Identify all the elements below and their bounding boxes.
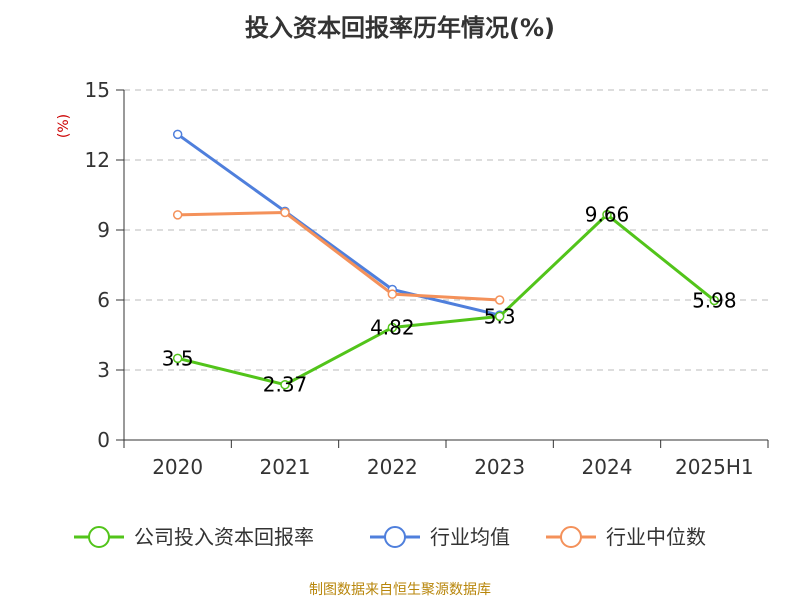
- data-label: 3.5: [162, 346, 194, 370]
- x-tick-label: 2025H1: [675, 455, 754, 479]
- y-tick-label: 3: [97, 358, 110, 382]
- data-point: [172, 353, 183, 364]
- series-lines: [172, 129, 720, 390]
- legend-label: 公司投入资本回报率: [134, 525, 314, 549]
- legend[interactable]: 公司投入资本回报率 行业均值 行业中位数: [74, 525, 706, 549]
- series-line: [177, 211, 500, 302]
- x-tick-label: 2023: [474, 455, 525, 479]
- y-tick-label: 9: [97, 218, 110, 242]
- legend-marker-icon: [384, 526, 406, 548]
- y-tick-label: 12: [85, 148, 110, 172]
- legend-item[interactable]: 公司投入资本回报率: [74, 525, 314, 549]
- x-tick-label: 2021: [260, 455, 311, 479]
- data-label: 4.82: [370, 316, 415, 340]
- data-point: [602, 209, 612, 220]
- data-label: 9.66: [585, 203, 630, 227]
- y-tick-label: 0: [97, 428, 110, 452]
- gridlines: [124, 89, 768, 371]
- series-line: [176, 133, 501, 317]
- axes: 0 3 6 9 12 15 2020 2021 2022 2023 2024 2025H1: [85, 78, 769, 479]
- data-label: 5.98: [692, 288, 737, 312]
- y-tick-label: 6: [97, 288, 110, 312]
- legend-marker-icon: [88, 526, 110, 548]
- legend-marker-icon: [560, 526, 582, 548]
- data-point: [172, 129, 183, 140]
- legend-item[interactable]: 行业均值: [370, 525, 510, 549]
- data-point: [494, 311, 505, 322]
- data-point: [494, 295, 505, 305]
- data-point: [709, 295, 720, 306]
- chart-title: 投入资本回报率历年情况(%): [245, 14, 555, 42]
- legend-item[interactable]: 行业中位数: [546, 525, 706, 549]
- data-point: [387, 289, 398, 299]
- data-point: [280, 379, 290, 390]
- data-labels: 3.5 2.37 4.82 5.3 9.66 5.98: [162, 203, 737, 397]
- source-note: 制图数据来自恒生聚源数据库: [309, 582, 491, 598]
- y-tick-label: 15: [85, 78, 110, 102]
- legend-label: 行业均值: [430, 525, 510, 549]
- x-tick-label: 2024: [582, 455, 633, 479]
- y-axis-unit-label: (%): [56, 114, 72, 138]
- data-point: [172, 210, 183, 220]
- data-point: [387, 322, 398, 333]
- legend-label: 行业中位数: [606, 525, 706, 549]
- x-tick-label: 2020: [152, 455, 203, 479]
- series-line: [177, 213, 716, 387]
- data-label: 5.3: [484, 304, 516, 328]
- x-tick-label: 2022: [367, 455, 418, 479]
- data-label: 2.37: [263, 373, 308, 397]
- data-point: [280, 207, 290, 218]
